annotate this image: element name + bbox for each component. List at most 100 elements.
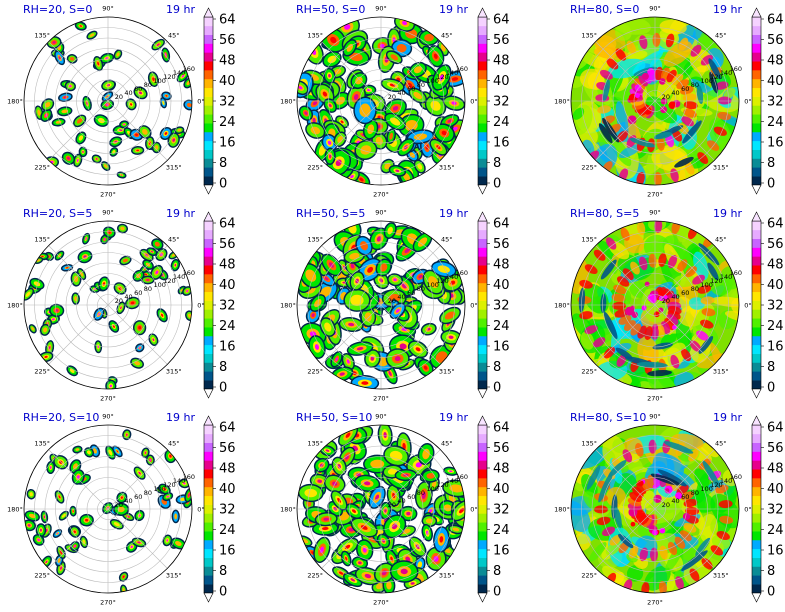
angle-tick-label: 0° — [744, 506, 751, 514]
colorbar-segment — [752, 87, 761, 97]
cell-core — [406, 511, 411, 516]
radial-tick-label: 20 — [662, 501, 670, 509]
colorbar-segment — [752, 282, 761, 293]
radial-tick-label: 160 — [456, 65, 468, 73]
cell-inner — [349, 252, 360, 260]
radial-tick-label: 120 — [436, 481, 448, 489]
cell-core — [44, 355, 48, 358]
cell-core — [79, 25, 83, 27]
colorbar-segment — [752, 353, 761, 363]
panel-time-label: 19 hr — [439, 3, 468, 16]
field-band — [620, 227, 630, 241]
radial-tick-label: 40 — [671, 497, 679, 505]
colorbar-segment — [752, 140, 761, 150]
field-core — [672, 324, 678, 330]
cell-inner — [76, 118, 83, 124]
cell-core — [82, 150, 84, 153]
cell-core — [125, 433, 128, 436]
field-band — [594, 505, 609, 514]
field-band — [613, 284, 627, 295]
colorbar-segment — [204, 486, 213, 497]
colorbar-tick-label: 40 — [219, 278, 236, 293]
cell-inner — [403, 172, 411, 182]
cell-core — [109, 384, 112, 388]
cell-inner — [444, 311, 456, 320]
field-low-band — [608, 460, 627, 478]
angular-gridline — [654, 304, 715, 365]
colorbar-segment — [752, 300, 761, 310]
colorbar-segment — [478, 96, 487, 106]
field-band — [637, 221, 646, 236]
angle-tick-label: 0° — [470, 302, 477, 310]
cell-inner — [452, 527, 460, 532]
cell-inner — [122, 258, 128, 263]
cell-core — [433, 53, 438, 59]
colorbar-segment — [752, 158, 761, 168]
angle-tick-label: 315° — [166, 571, 182, 579]
cell-inner — [174, 541, 182, 546]
colorbar-tick-label: 0 — [493, 585, 501, 600]
angle-tick-label: 180° — [280, 302, 296, 310]
colorbar: 0 8 16 24 32 40 48 56 64 — [751, 415, 784, 603]
colorbar-segment — [204, 176, 213, 186]
angle-tick-label: 315° — [166, 163, 182, 171]
cell-inner — [75, 448, 80, 451]
colorbar-segment — [204, 238, 213, 248]
angle-tick-label: 45° — [441, 32, 453, 40]
colorbar-segment — [478, 167, 487, 177]
angular-gridline — [654, 245, 715, 306]
field-band — [584, 264, 598, 275]
radial-tick-label: 140 — [173, 69, 185, 77]
colorbar-tick-label: 48 — [219, 258, 236, 273]
colorbar-segment — [478, 61, 487, 71]
angle-tick-label: 180° — [554, 302, 570, 310]
colorbar-tick-label: 24 — [767, 523, 784, 538]
cell-core — [312, 101, 318, 106]
cell-core — [362, 547, 367, 553]
radial-tick-label: 20 — [115, 93, 123, 101]
colorbar-extend-min — [477, 592, 488, 603]
angular-gridline — [48, 508, 109, 569]
colorbar-extend-max — [203, 7, 214, 18]
angular-gridline — [595, 304, 656, 365]
cell-core — [76, 475, 80, 479]
colorbar-segment — [478, 344, 487, 354]
cell-inner — [43, 327, 48, 333]
angular-gridline — [48, 449, 109, 510]
cell-core — [152, 77, 155, 81]
cell-inner — [186, 102, 192, 108]
field-cell — [619, 143, 642, 159]
colorbar-segment — [204, 522, 213, 532]
cell-core — [402, 20, 408, 26]
cell-core — [335, 159, 342, 167]
angle-tick-label: 270° — [100, 395, 116, 403]
radial-tick-label: 120 — [163, 481, 175, 489]
field-band — [670, 168, 679, 183]
colorbar-tick-label: 32 — [767, 95, 784, 110]
radial-tick-label: 20 — [388, 93, 396, 101]
colorbar-segment — [204, 460, 213, 470]
cell-core — [60, 550, 63, 554]
cell-core — [339, 372, 345, 376]
radial-tick-label: 40 — [397, 497, 405, 505]
field-band — [638, 256, 648, 271]
colorbar-tick-label: 56 — [219, 441, 236, 456]
angular-gridline — [107, 100, 168, 161]
colorbar-tick-label: 8 — [767, 156, 775, 171]
panel-title: RH=80, S=10 — [570, 411, 646, 424]
cell-core — [181, 74, 185, 78]
angle-tick-label: 135° — [34, 32, 50, 40]
angle-tick-label: 0° — [197, 302, 204, 310]
angle-tick-label: 270° — [373, 191, 389, 199]
cell-core — [383, 431, 387, 438]
cell-core — [144, 273, 148, 276]
cell-core — [304, 111, 308, 115]
field-core — [641, 72, 649, 80]
field-band — [700, 319, 714, 329]
colorbar-segment — [478, 425, 487, 435]
cell-inner — [327, 55, 337, 64]
field-band — [713, 126, 727, 136]
colorbar-segment — [204, 96, 213, 106]
colorbar-segment — [478, 522, 487, 532]
colorbar-segment — [752, 531, 761, 541]
